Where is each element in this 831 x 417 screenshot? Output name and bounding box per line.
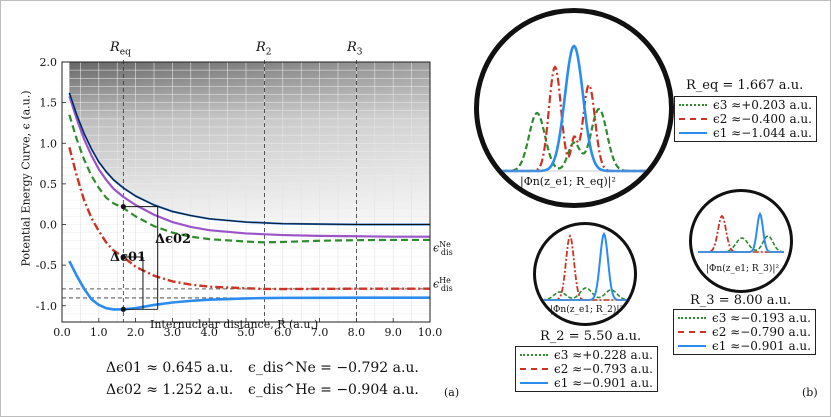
summary-d01: Δϵ01 ≈ 0.645 a.u. xyxy=(106,360,234,376)
marker-dot xyxy=(120,254,126,260)
legend-row: ϵ2 ≈−0.793 a.u. xyxy=(520,362,653,376)
orbital-circle-r3 xyxy=(689,189,793,293)
x-tick-label: 5.0 xyxy=(237,326,255,339)
legend-row: ϵ2 ≈−0.400 a.u. xyxy=(679,112,812,126)
legend-row: ϵ1 ≈−0.901 a.u. xyxy=(678,339,811,353)
series-eps2 xyxy=(68,147,430,291)
series-eps1 xyxy=(68,260,430,311)
panel-b-label: (b) xyxy=(802,386,818,399)
orbital-caption-r2: |Φn(z_e1; R_2)|² xyxy=(550,305,624,315)
legend-row: ϵ3 ≈−0.193 a.u. xyxy=(678,311,811,325)
y-axis-label: Potential Energy Curve, ϵ (a.u.) xyxy=(19,90,33,267)
x-tick-label: 6.0 xyxy=(274,326,292,339)
orbital-circle-req xyxy=(474,8,674,208)
orbital-caption-r3: |Φn(z_e1; R_3)|² xyxy=(706,264,780,274)
plot-area: 0.0 1.0 2.0 3.0 4.0 5.0 6.0 7.0 8.0 9.0 10.0 2.0 1.5… xyxy=(36,56,442,339)
summary-ne: ϵ_dis^Ne = −0.792 a.u. xyxy=(248,360,419,376)
orbital-curve xyxy=(494,65,654,173)
legend-row: ϵ2 ≈−0.790 a.u. xyxy=(678,325,811,339)
series-top-outline xyxy=(68,92,430,225)
orbital-curve xyxy=(542,233,628,301)
orbital-caption-req: |Φn(z_e1; R_eq)|² xyxy=(520,175,616,188)
y-tick-label: 1.5 xyxy=(40,97,58,110)
x-tick-label: 4.0 xyxy=(200,326,218,339)
orbital-curve xyxy=(494,107,654,173)
dissociation-label-ne: ϵNedis xyxy=(433,240,453,257)
panel-a-label: (a) xyxy=(444,386,460,399)
series-eps3 xyxy=(68,114,430,244)
legend-r3: ϵ3 ≈−0.193 a.u. ϵ2 ≈−0.790 a.u. ϵ1 ≈−0.9… xyxy=(673,309,816,355)
delta-eps02-annotation: Δϵ02 xyxy=(155,232,192,247)
legend-r2: ϵ3 ≈+0.228 a.u. ϵ2 ≈−0.793 a.u. ϵ1 ≈−0.9… xyxy=(515,346,658,392)
panel-a-chart: 0.0 1.0 2.0 3.0 4.0 5.0 6.0 7.0 8.0 9.0 10.0 2.0 1.5… xyxy=(36,56,442,339)
series-purple xyxy=(68,95,430,238)
group-title-r3: R_3 = 8.00 a.u. xyxy=(690,293,792,308)
orbital-curve xyxy=(698,214,784,253)
orbital-curve xyxy=(698,211,784,253)
orbital-circle-r2 xyxy=(533,222,637,326)
orbital-curve xyxy=(542,231,628,301)
marker-dot xyxy=(120,306,126,312)
x-tick-label: 10.0 xyxy=(418,326,443,339)
marker-label-r2: R2 xyxy=(256,40,272,58)
group-title-req: R_eq = 1.667 a.u. xyxy=(686,78,804,93)
y-tick-label: 1.0 xyxy=(40,137,58,150)
x-tick-label: 0.0 xyxy=(53,326,71,339)
x-tick-label: 3.0 xyxy=(164,326,182,339)
legend-req: ϵ3 ≈+0.203 a.u. ϵ2 ≈−0.400 a.u. ϵ1 ≈−1.0… xyxy=(674,96,817,142)
orbital-plot-r3 xyxy=(698,211,785,253)
y-tick-label: 0.5 xyxy=(40,178,58,191)
x-tick-label: 1.0 xyxy=(90,326,108,339)
summary-d02: Δϵ02 ≈ 1.252 a.u. xyxy=(106,382,234,398)
legend-row: ϵ1 ≈−0.901 a.u. xyxy=(520,376,653,390)
marker-label-r3: R3 xyxy=(347,40,363,58)
orbital-plot-req xyxy=(494,44,654,173)
delta-eps01-annotation: Δϵ01 xyxy=(110,250,147,265)
y-tick-label: 2.0 xyxy=(40,56,58,69)
orbital-curve xyxy=(698,235,785,253)
dissociation-label-he: ϵHedis xyxy=(433,276,453,293)
legend-row: ϵ3 ≈+0.203 a.u. xyxy=(679,98,812,112)
y-tick-label: 0.0 xyxy=(40,219,58,232)
y-tick-label: -1.0 xyxy=(36,300,57,313)
legend-row: ϵ1 ≈−1.044 a.u. xyxy=(679,126,812,140)
orbital-curve xyxy=(542,287,629,301)
marker-label-req: Req xyxy=(110,40,131,58)
x-tick-label: 8.0 xyxy=(348,326,366,339)
x-axis-label: Internuclear distance, R (a.u.) xyxy=(150,318,319,331)
orbital-plot-r2 xyxy=(542,231,629,301)
y-tick-label: -0.5 xyxy=(36,259,57,272)
legend-row: ϵ3 ≈+0.228 a.u. xyxy=(520,348,653,362)
marker-dot xyxy=(120,204,126,210)
summary-he: ϵ_dis^He = −0.904 a.u. xyxy=(248,382,419,398)
group-title-r2: R_2 = 5.50 a.u. xyxy=(540,329,642,344)
x-tick-label: 9.0 xyxy=(384,326,402,339)
orbital-curve xyxy=(494,44,654,173)
x-tick-label: 2.0 xyxy=(127,326,145,339)
x-tick-label: 7.0 xyxy=(311,326,329,339)
